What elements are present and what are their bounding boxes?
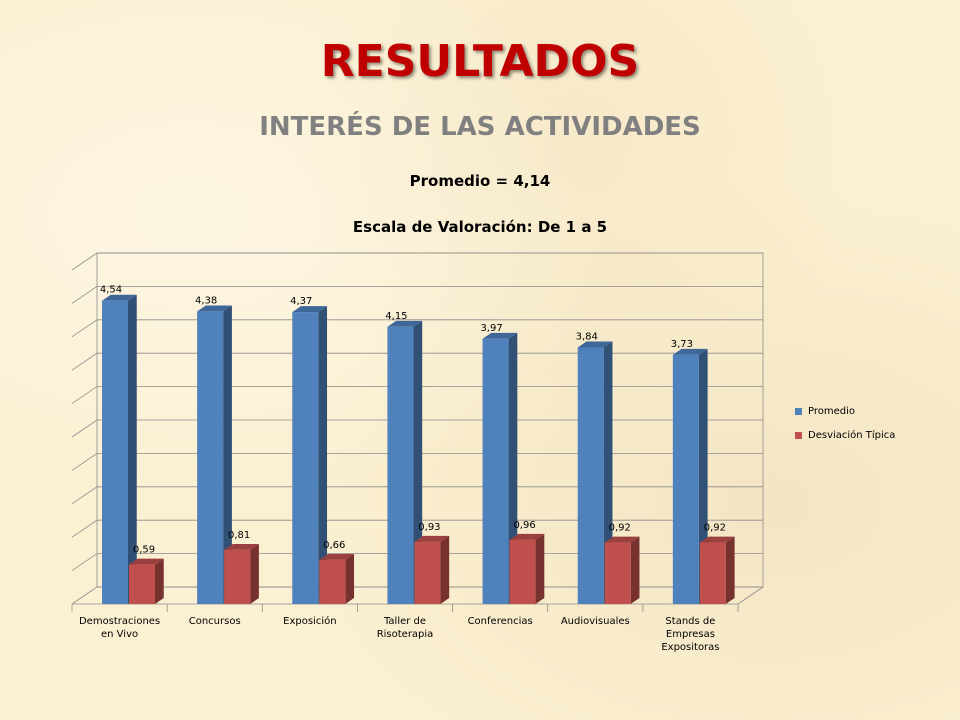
x-tick-label: Risoterapia (377, 629, 434, 640)
bar-promedio-side (413, 320, 423, 604)
bar-promedio-side (223, 305, 232, 604)
gridline (71, 352, 763, 371)
floor-edge (737, 586, 764, 605)
bar-desviacion-top (699, 536, 735, 543)
x-tick-label: Empresas (666, 629, 715, 640)
gridline (71, 486, 763, 505)
chart-legend: Promedio Desviación Típica (795, 404, 895, 452)
data-label-promedio: 3,97 (480, 323, 502, 334)
bar-desviacion-top (129, 558, 164, 565)
bar-desviacion-top (224, 543, 259, 550)
x-tick-label: Taller de (383, 616, 426, 627)
legend-swatch-desviacion (795, 431, 802, 439)
bar-promedio-top (577, 341, 613, 348)
data-label-promedio: 4,54 (100, 285, 122, 296)
data-label-promedio: 4,38 (195, 295, 217, 306)
bar-desviacion (699, 542, 726, 604)
data-label-desviacion: 0,92 (609, 523, 631, 534)
bar-desviacion-side (630, 536, 640, 604)
bar-desviacion-side (345, 553, 355, 604)
scale-text: Escala de Valoración: De 1 a 5 (352, 218, 608, 236)
slide-title: RESULTADOS (320, 36, 640, 87)
data-label-promedio: 4,15 (385, 311, 407, 322)
bar-promedio-top (672, 348, 708, 355)
data-label-desviacion: 0,59 (133, 545, 155, 556)
data-label-promedio: 4,37 (290, 296, 312, 307)
legend-swatch-promedio (795, 407, 802, 415)
bar-promedio (197, 311, 224, 604)
bar-desviacion-top (414, 535, 450, 542)
bar-promedio (577, 347, 604, 604)
average-text: Promedio = 4,14 (409, 172, 551, 190)
gridline (71, 252, 763, 271)
bar-promedio-side (318, 306, 328, 604)
x-tick-label: Stands de (665, 616, 715, 627)
data-label-promedio: 3,73 (671, 339, 693, 350)
x-tick-label: Demostraciones (79, 616, 160, 627)
x-tick-label: en Vivo (101, 629, 138, 640)
bar-desviacion (319, 559, 346, 604)
bar-desviacion (414, 541, 441, 604)
bar-desviacion-side (535, 533, 545, 604)
bar-promedio (387, 326, 414, 604)
gridline (71, 319, 763, 338)
gridline (71, 452, 763, 471)
slide-subtitle: INTERÉS DE LAS ACTIVIDADES (259, 112, 701, 142)
bar-promedio-side (128, 294, 137, 604)
bar-desviacion (224, 549, 251, 604)
bar-promedio (102, 300, 128, 604)
bar-desviacion-side (155, 558, 164, 604)
bar-desviacion-side (440, 535, 450, 604)
legend-item-promedio: Promedio (795, 404, 895, 418)
bar-promedio (482, 338, 509, 604)
legend-label-promedio: Promedio (808, 405, 856, 417)
gridline (71, 419, 763, 438)
bar-promedio-top (292, 306, 328, 313)
x-tick-label: Conferencias (468, 616, 533, 627)
data-label-desviacion: 0,92 (704, 523, 726, 534)
gridline (71, 386, 763, 404)
bar-desviacion-top (604, 536, 640, 543)
x-tick-label: Audiovisuales (561, 616, 630, 627)
bar-desviacion-side (250, 543, 259, 604)
data-label-desviacion: 0,96 (513, 520, 535, 531)
bar-desviacion-top (509, 533, 545, 540)
gridline (71, 285, 763, 304)
bar-desviacion (129, 564, 155, 604)
data-label-desviacion: 0,81 (228, 530, 250, 541)
x-tick-label: Concursos (189, 616, 241, 627)
legend-item-desviacion: Desviación Típica (795, 428, 895, 442)
bar-desviacion (509, 539, 536, 604)
data-label-desviacion: 0,66 (323, 540, 345, 551)
bar-desviacion-top (319, 553, 355, 560)
bar-promedio-top (482, 332, 518, 339)
data-label-desviacion: 0,93 (418, 522, 440, 533)
bar-promedio-top (387, 320, 423, 327)
data-label-promedio: 3,84 (576, 331, 598, 342)
bar-promedio-side (603, 341, 613, 604)
x-tick-label: Expositoras (661, 642, 719, 653)
bar-promedio (292, 312, 319, 604)
legend-label-desviacion: Desviación Típica (808, 429, 896, 441)
bar-promedio-top (197, 305, 232, 312)
x-tick-label: Exposición (283, 615, 336, 627)
bar-desviacion (604, 542, 631, 604)
bar-desviacion-side (725, 536, 735, 604)
bar-promedio (672, 354, 699, 604)
bar-promedio-top (102, 294, 137, 301)
gridline (71, 519, 763, 538)
